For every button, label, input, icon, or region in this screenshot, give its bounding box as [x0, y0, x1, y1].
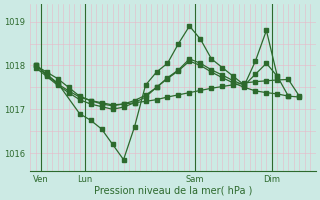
X-axis label: Pression niveau de la mer( hPa ): Pression niveau de la mer( hPa )	[94, 186, 252, 196]
